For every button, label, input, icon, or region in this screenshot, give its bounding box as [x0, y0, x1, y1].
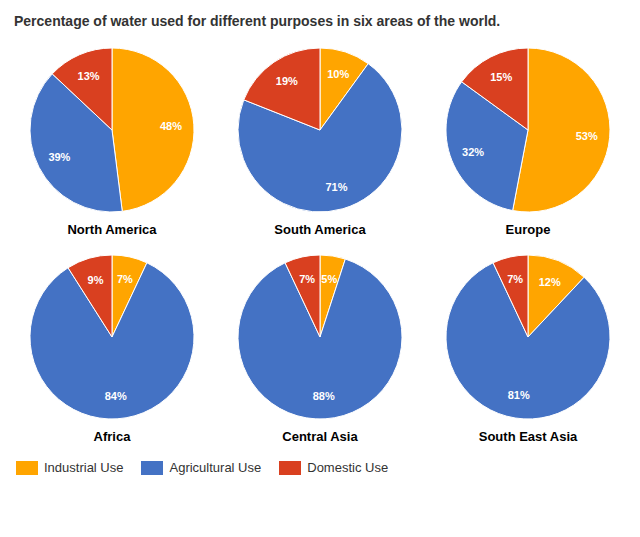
svg-text:10%: 10% [327, 68, 349, 80]
svg-text:7%: 7% [117, 273, 133, 285]
html-text:South America: South America [274, 222, 366, 237]
svg-text:84%: 84% [105, 390, 127, 402]
svg-text:12%: 12% [539, 276, 561, 288]
svg-text:5%: 5% [321, 273, 337, 285]
svg-text:32%: 32% [462, 146, 484, 158]
html-text:Africa: Africa [93, 429, 131, 444]
svg-text:48%: 48% [160, 120, 182, 132]
html-text:Central Asia: Central Asia [282, 429, 358, 444]
html-text:Europe: Europe [505, 222, 551, 237]
html-text:South East Asia: South East Asia [478, 429, 578, 444]
svg-text:39%: 39% [48, 151, 70, 163]
svg-text:13%: 13% [78, 70, 100, 82]
html-text:Industrial Use: Industrial Use [44, 460, 124, 475]
html-text:Agricultural Use: Agricultural Use [169, 460, 262, 475]
svg-text:7%: 7% [507, 273, 523, 285]
svg-text:19%: 19% [276, 75, 298, 87]
svg-text:15%: 15% [490, 71, 512, 83]
svg-text:88%: 88% [313, 390, 335, 402]
html-text:Domestic Use: Domestic Use [307, 460, 389, 475]
svg-text:53%: 53% [576, 130, 598, 142]
html-text:Percentage of water used for d: Percentage of water used for different p… [14, 13, 501, 29]
svg-text:7%: 7% [299, 273, 315, 285]
svg-text:71%: 71% [325, 181, 347, 193]
svg-text:81%: 81% [508, 389, 530, 401]
html-text:North America: North America [67, 222, 157, 237]
svg-text:9%: 9% [88, 274, 104, 286]
